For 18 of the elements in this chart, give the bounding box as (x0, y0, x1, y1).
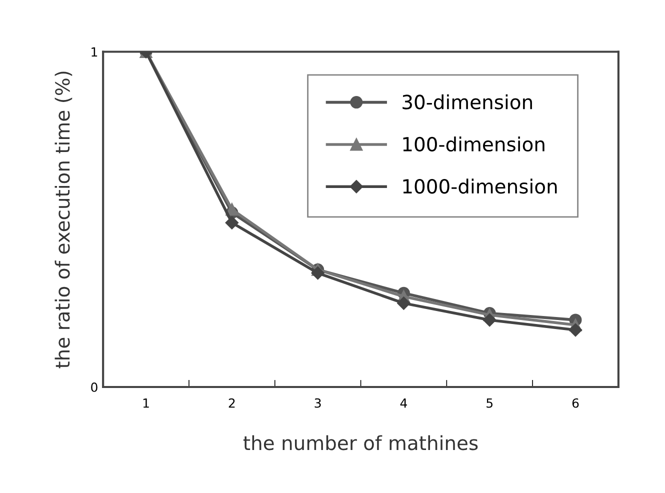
y-axis-title: the ratio of execution time (%) (54, 72, 72, 368)
x-tick-label: 2 (228, 398, 235, 408)
legend-label: 30-dimension (402, 94, 532, 110)
point (568, 323, 582, 337)
point (225, 216, 239, 230)
legend-label: 1000-dimension (403, 178, 557, 194)
point (397, 296, 410, 310)
point (483, 313, 496, 327)
y-tick-label: 0 (91, 382, 98, 392)
x-tick-label: 6 (572, 398, 579, 408)
point (311, 266, 324, 280)
legend-label: 100-dimension (403, 136, 544, 152)
x-tick-label: 4 (400, 398, 407, 408)
x-tick-label: 3 (314, 398, 321, 408)
x-tick-label: 5 (486, 398, 492, 408)
x-tick-label: 1 (143, 398, 149, 408)
point (226, 203, 238, 216)
x-axis-title: the number of mathines (243, 435, 478, 450)
